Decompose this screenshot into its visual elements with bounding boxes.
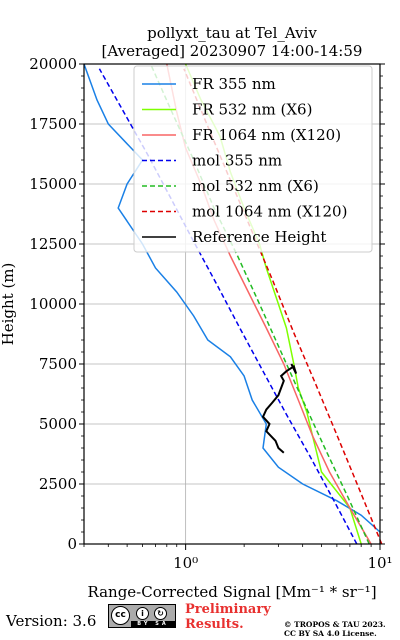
- legend-entry-label: mol 355 nm: [192, 152, 282, 170]
- axes-layer: 0 2500 5000 7500 10000 12500 15000 17500 20000 10…: [29, 55, 392, 572]
- chart-title: pollyxt_tau at Tel_Aviv: [147, 24, 317, 42]
- y-tick-label: 15000: [29, 175, 77, 193]
- cc-icon: cc: [111, 606, 130, 625]
- legend-entry-label: FR 1064 nm (X120): [192, 126, 341, 144]
- y-tick-label: 0: [67, 535, 77, 553]
- chart-subtitle: [Averaged] 20230907 14:00-14:59: [102, 42, 363, 60]
- version-label: Version: 3.6: [6, 612, 97, 630]
- y-tick-label: 5000: [39, 415, 77, 433]
- badge-strip: BY SA: [131, 621, 175, 627]
- legend: FR 355 nm FR 532 nm (X6) FR 1064 nm (X120)…: [133, 65, 373, 253]
- y-tick-label: 10000: [29, 295, 77, 313]
- legend-entry-label: mol 1064 nm (X120): [192, 203, 347, 221]
- y-tick-label: 20000: [29, 55, 77, 73]
- legend-entry-label: FR 355 nm: [192, 75, 276, 93]
- x-tick-label: 10¹: [367, 554, 392, 572]
- legend-entry-label: FR 532 nm (X6): [192, 101, 312, 119]
- sa-share-icon: ↻: [154, 607, 167, 620]
- series-line: [261, 363, 298, 454]
- y-tick-label: 7500: [39, 355, 77, 373]
- y-tick-label: 12500: [29, 235, 77, 253]
- legend-entry-label: mol 532 nm (X6): [192, 177, 319, 195]
- y-tick-label: 2500: [39, 475, 77, 493]
- preliminary-notice: Preliminary Results.: [185, 602, 271, 632]
- x-tick-label: 10⁰: [173, 554, 198, 572]
- lidar-profile-chart: pollyxt_tau at Tel_Aviv [Averaged] 20230…: [0, 24, 393, 600]
- legend-entry-label: Reference Height: [192, 228, 326, 246]
- y-tick-label: 17500: [29, 115, 77, 133]
- y-axis-label: Height (m): [0, 263, 17, 346]
- copyright-notice: © TROPOS & TAU 2023. CC BY SA 4.0 Licens…: [284, 620, 386, 638]
- cc-license-badge[interactable]: cc i ↻ BY SA: [108, 604, 176, 628]
- legend-box: [133, 65, 373, 253]
- series-line: [149, 63, 370, 545]
- x-axis-label: Range-Corrected Signal [Mm⁻¹ * sr⁻¹]: [87, 583, 376, 600]
- by-person-icon: i: [136, 607, 149, 620]
- footer: Version: 3.6 cc i ↻ BY SA Preliminary Re…: [0, 600, 400, 640]
